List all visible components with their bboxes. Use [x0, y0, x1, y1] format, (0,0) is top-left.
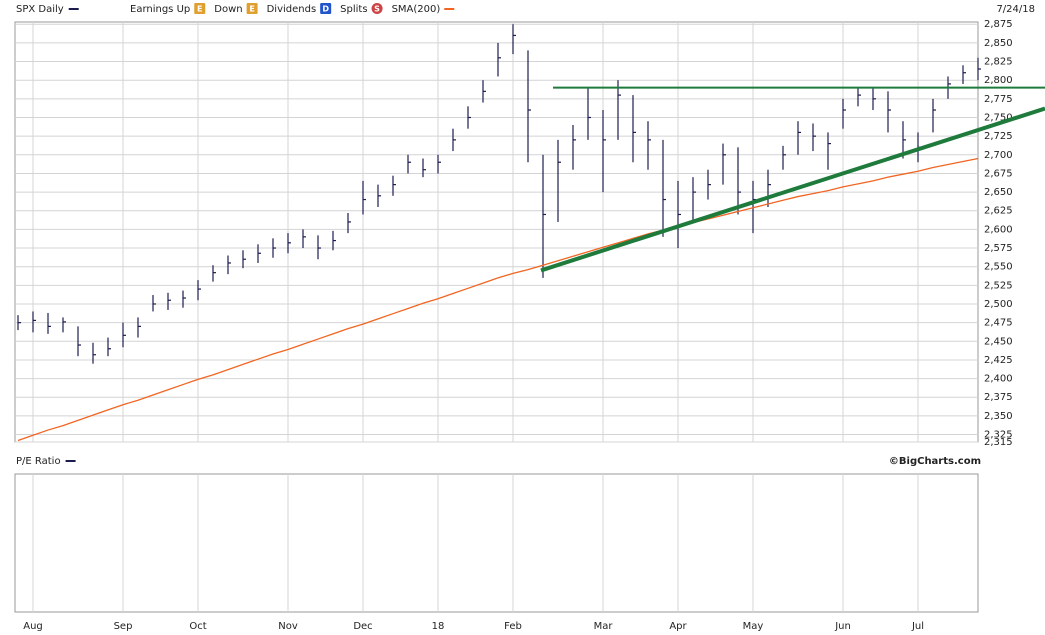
legend-icon: [194, 3, 206, 14]
legend-icon: [246, 3, 258, 14]
y-tick-label: 2,825: [984, 57, 1013, 68]
legend-icon-letter: D: [322, 5, 329, 14]
legend-label: SMA(200): [392, 4, 441, 15]
legend-icon-letter: E: [197, 5, 202, 14]
y-tick-label: 2,475: [984, 318, 1013, 329]
legend-icon: [371, 3, 383, 14]
date-label: 7/24/18: [996, 4, 1035, 15]
x-tick-label: Feb: [504, 621, 522, 632]
y-tick-label: 2,850: [984, 38, 1013, 49]
y-tick-label: 2,525: [984, 280, 1013, 291]
x-tick-label: May: [743, 621, 764, 632]
y-tick-label: 2,625: [984, 206, 1013, 217]
y-tick-label: 2,750: [984, 112, 1013, 123]
y-tick-label: 2,400: [984, 374, 1013, 385]
y-tick-label: 2,725: [984, 131, 1013, 142]
y-tick-label: 2,500: [984, 299, 1013, 310]
y-tick-label: 2,325: [984, 430, 1013, 441]
legend-label: Splits: [340, 4, 367, 15]
y-tick-label: 2,675: [984, 168, 1013, 179]
y-tick-label: 2,800: [984, 75, 1013, 86]
legend-icon: [320, 3, 332, 14]
pe-frame: [14, 473, 979, 613]
sma-line: [17, 157, 979, 442]
y-tick-label: 2,700: [984, 150, 1013, 161]
legend-swatch: [65, 460, 76, 462]
legend-swatch: [444, 8, 455, 10]
legend-series: SPX Daily: [16, 4, 64, 15]
x-tick-label: 18: [432, 621, 445, 632]
y-tick-label: 2,775: [984, 94, 1013, 105]
x-tick-label: Oct: [189, 621, 206, 632]
x-tick-label: Nov: [278, 621, 298, 632]
x-tick-label: Dec: [353, 621, 372, 632]
y-tick-label: 2,450: [984, 336, 1013, 347]
y-tick-label: 2,550: [984, 262, 1013, 273]
legend-label: Earnings Up: [130, 4, 190, 15]
x-tick-label: Jun: [834, 621, 851, 632]
trendline: [540, 106, 1045, 273]
y-tick-label: 2,425: [984, 355, 1013, 366]
credit: ©BigCharts.com: [889, 456, 981, 467]
legend-icon-letter: S: [374, 5, 380, 14]
pe-title: P/E Ratio: [16, 456, 61, 467]
x-tick-label: Sep: [114, 621, 133, 632]
y-tick-label: 2,350: [984, 411, 1013, 422]
y-tick-label: 2,875: [984, 19, 1013, 30]
y-tick-label: 2,575: [984, 243, 1013, 254]
y-tick-label: 2,600: [984, 224, 1013, 235]
x-tick-label: Aug: [23, 621, 43, 632]
legend-label: Down: [214, 4, 242, 15]
legend-label: Dividends: [267, 4, 317, 15]
x-tick-label: Jul: [911, 621, 924, 632]
y-tick-label: 2,375: [984, 392, 1013, 403]
x-tick-label: Apr: [669, 621, 687, 632]
y-tick-label: 2,315: [984, 437, 1013, 448]
x-tick-label: Mar: [594, 621, 614, 632]
legend-icon-letter: E: [249, 5, 254, 14]
y-tick-label: 2,650: [984, 187, 1013, 198]
legend-swatch: [68, 8, 79, 10]
